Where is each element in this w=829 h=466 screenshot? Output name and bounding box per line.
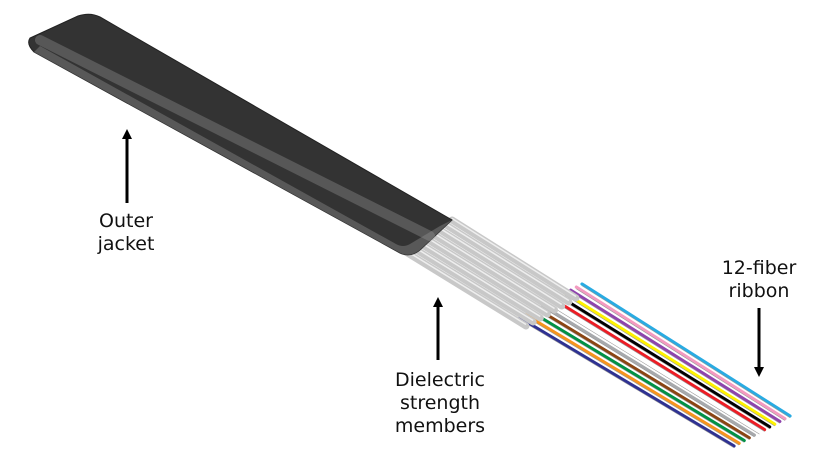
label-strength-members: Dielectric strength members: [380, 369, 500, 438]
strength-member-8: [448, 216, 580, 302]
fiber-ribbon: [518, 282, 792, 449]
strength-member-highlight-8: [451, 217, 577, 298]
strength-member-highlight-4: [419, 232, 548, 314]
fiber-8: [557, 294, 772, 429]
fiber-edge-3: [531, 313, 745, 443]
fiber-edge-6: [548, 304, 760, 435]
strength-members: [392, 216, 580, 330]
label-strength-members-line3: members: [394, 415, 486, 437]
strength-member-2: [400, 238, 537, 326]
label-outer-jacket-line2: jacket: [97, 233, 155, 255]
fiber-edge-10: [570, 291, 780, 424]
fiber-7: [552, 297, 767, 432]
fiber-edge-8: [559, 297, 770, 429]
fiber-4: [535, 307, 751, 440]
fiber-edge-1: [519, 319, 735, 449]
fiber-9: [563, 291, 777, 426]
strength-member-highlight-1: [395, 243, 527, 326]
label-fiber-ribbon-line1: 12-fiber: [721, 257, 797, 279]
fiber-edge-2: [525, 316, 740, 446]
fiber-1: [518, 316, 736, 448]
fiber-edge-12: [581, 285, 791, 419]
strength-member-highlight-6: [435, 225, 563, 306]
label-strength-members-line1: Dielectric: [395, 369, 485, 391]
label-fiber-ribbon: 12-fiber ribbon: [712, 257, 806, 303]
fiber-6: [546, 300, 762, 434]
fiber-5: [540, 304, 756, 437]
strength-member-highlight-5: [427, 229, 555, 310]
fiber-10: [569, 288, 782, 424]
strength-member-highlight-7: [443, 221, 570, 302]
label-fiber-ribbon-line2: ribbon: [728, 280, 790, 302]
strength-member-3: [408, 235, 544, 322]
fiber-2: [524, 313, 741, 445]
fiber-3: [529, 310, 746, 443]
strength-member-5: [424, 227, 559, 314]
strength-member-4: [416, 231, 551, 318]
fiber-11: [574, 285, 787, 421]
label-outer-jacket: Outer jacket: [84, 210, 168, 256]
fiber-edge-4: [536, 310, 750, 440]
label-strength-members-line2: strength: [399, 392, 481, 414]
fiber-edge-9: [564, 294, 775, 427]
strength-member-6: [432, 223, 566, 310]
strength-member-highlight-3: [411, 236, 541, 318]
label-outer-jacket-line1: Outer: [99, 210, 153, 232]
fiber-edge-5: [542, 307, 755, 438]
fiber-edge-7: [553, 300, 765, 432]
strength-member-7: [440, 220, 573, 306]
strength-member-1: [392, 242, 530, 330]
fiber-edge-11: [576, 288, 786, 421]
strength-member-highlight-2: [403, 240, 534, 322]
fiber-12: [580, 282, 792, 418]
outer-jacket: [28, 13, 453, 256]
